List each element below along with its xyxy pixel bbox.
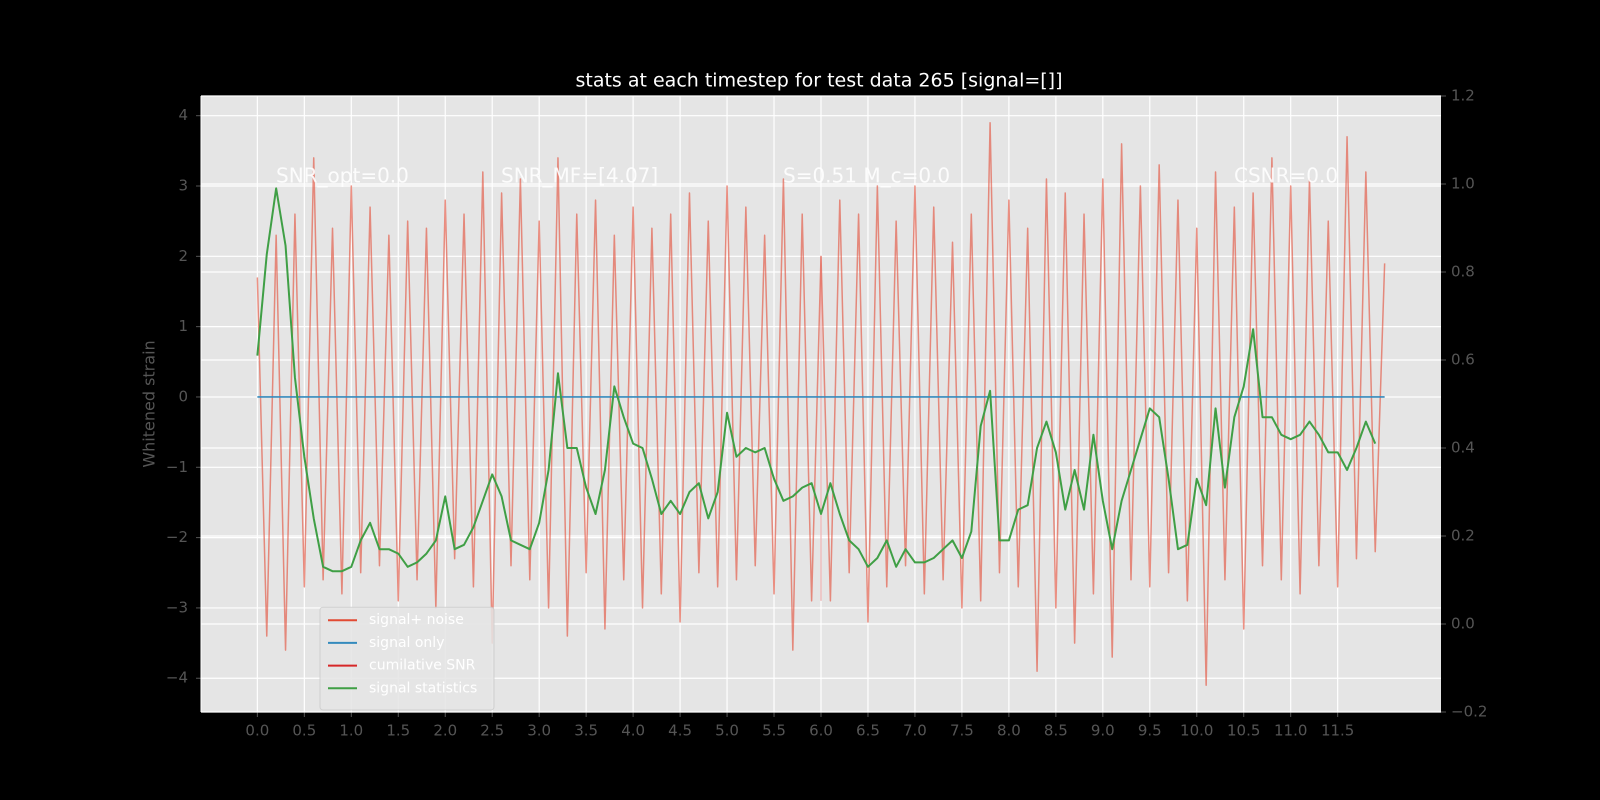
legend-label: signal statistics bbox=[369, 680, 477, 696]
legend-box bbox=[319, 606, 495, 711]
x-tick-label: 10.0 bbox=[1180, 722, 1213, 740]
x-tick-label: 8.0 bbox=[997, 722, 1021, 740]
y-tick-label: 2 bbox=[178, 247, 188, 265]
y2-tick-label: 0.0 bbox=[1451, 615, 1475, 633]
x-tick-label: 8.5 bbox=[1044, 722, 1068, 740]
y2-tick-label: 1.2 bbox=[1451, 87, 1475, 105]
y-tick-label: 3 bbox=[178, 177, 188, 195]
x-tick-label: 9.0 bbox=[1091, 722, 1115, 740]
x-tick-label: 0.0 bbox=[245, 722, 269, 740]
y-tick-label: −3 bbox=[166, 598, 188, 616]
y-axis-label: Whitened strain bbox=[140, 340, 159, 467]
x-tick-label: 1.0 bbox=[339, 722, 363, 740]
x-tick-label: 4.0 bbox=[621, 722, 645, 740]
x-tick-label: 10.5 bbox=[1227, 722, 1260, 740]
x-tick-label: 4.5 bbox=[668, 722, 692, 740]
y2-tick-label: 0.6 bbox=[1451, 351, 1475, 369]
x-tick-label: 5.5 bbox=[762, 722, 786, 740]
x-tick-label: 3.5 bbox=[574, 722, 598, 740]
legend: signal+ noise signal only cumilative SNR si… bbox=[319, 606, 495, 711]
y-tick-label: −4 bbox=[166, 669, 188, 687]
y2-tick-label: −0.2 bbox=[1451, 703, 1487, 721]
annotation: SNR_opt=0.0 bbox=[276, 164, 409, 188]
x-tick-label: 7.0 bbox=[903, 722, 927, 740]
legend-label: signal only bbox=[369, 635, 444, 651]
y2-tick-label: 0.8 bbox=[1451, 263, 1475, 281]
y-tick-label: 0 bbox=[178, 387, 188, 405]
x-tick-label: 11.0 bbox=[1274, 722, 1307, 740]
x-tick-label: 0.5 bbox=[292, 722, 316, 740]
x-tick-label: 6.5 bbox=[856, 722, 880, 740]
y2-tick-label: 0.2 bbox=[1451, 527, 1475, 545]
y2-tick-label: 0.4 bbox=[1451, 439, 1475, 457]
x-tick-label: 9.5 bbox=[1138, 722, 1162, 740]
series-line bbox=[256, 121, 1386, 687]
x-tick-label: 3.0 bbox=[527, 722, 551, 740]
x-tick-label: 1.5 bbox=[386, 722, 410, 740]
x-tick-label: 11.5 bbox=[1321, 722, 1354, 740]
y-tick-label: 4 bbox=[178, 106, 188, 124]
x-tick-label: 5.0 bbox=[715, 722, 739, 740]
annotation: S=0.51 M_c=0.0 bbox=[783, 164, 950, 188]
y2-tick-label: 1.0 bbox=[1451, 175, 1475, 193]
y-tick-label: −1 bbox=[166, 458, 188, 476]
y-tick-label: −2 bbox=[166, 528, 188, 546]
y-tick-label: 1 bbox=[178, 317, 188, 335]
series-line bbox=[256, 187, 1377, 573]
x-tick-label: 2.0 bbox=[433, 722, 457, 740]
chart-title: stats at each timestep for test data 265… bbox=[575, 70, 1062, 92]
annotation: CSNR=0.0 bbox=[1234, 164, 1338, 188]
x-tick-label: 7.5 bbox=[950, 722, 974, 740]
legend-label: signal+ noise bbox=[369, 612, 464, 628]
annotation: SNR_MF=[4.07] bbox=[501, 164, 658, 188]
x-tick-label: 2.5 bbox=[480, 722, 504, 740]
legend-label: cumilative SNR bbox=[369, 658, 476, 674]
x-tick-label: 6.0 bbox=[809, 722, 833, 740]
